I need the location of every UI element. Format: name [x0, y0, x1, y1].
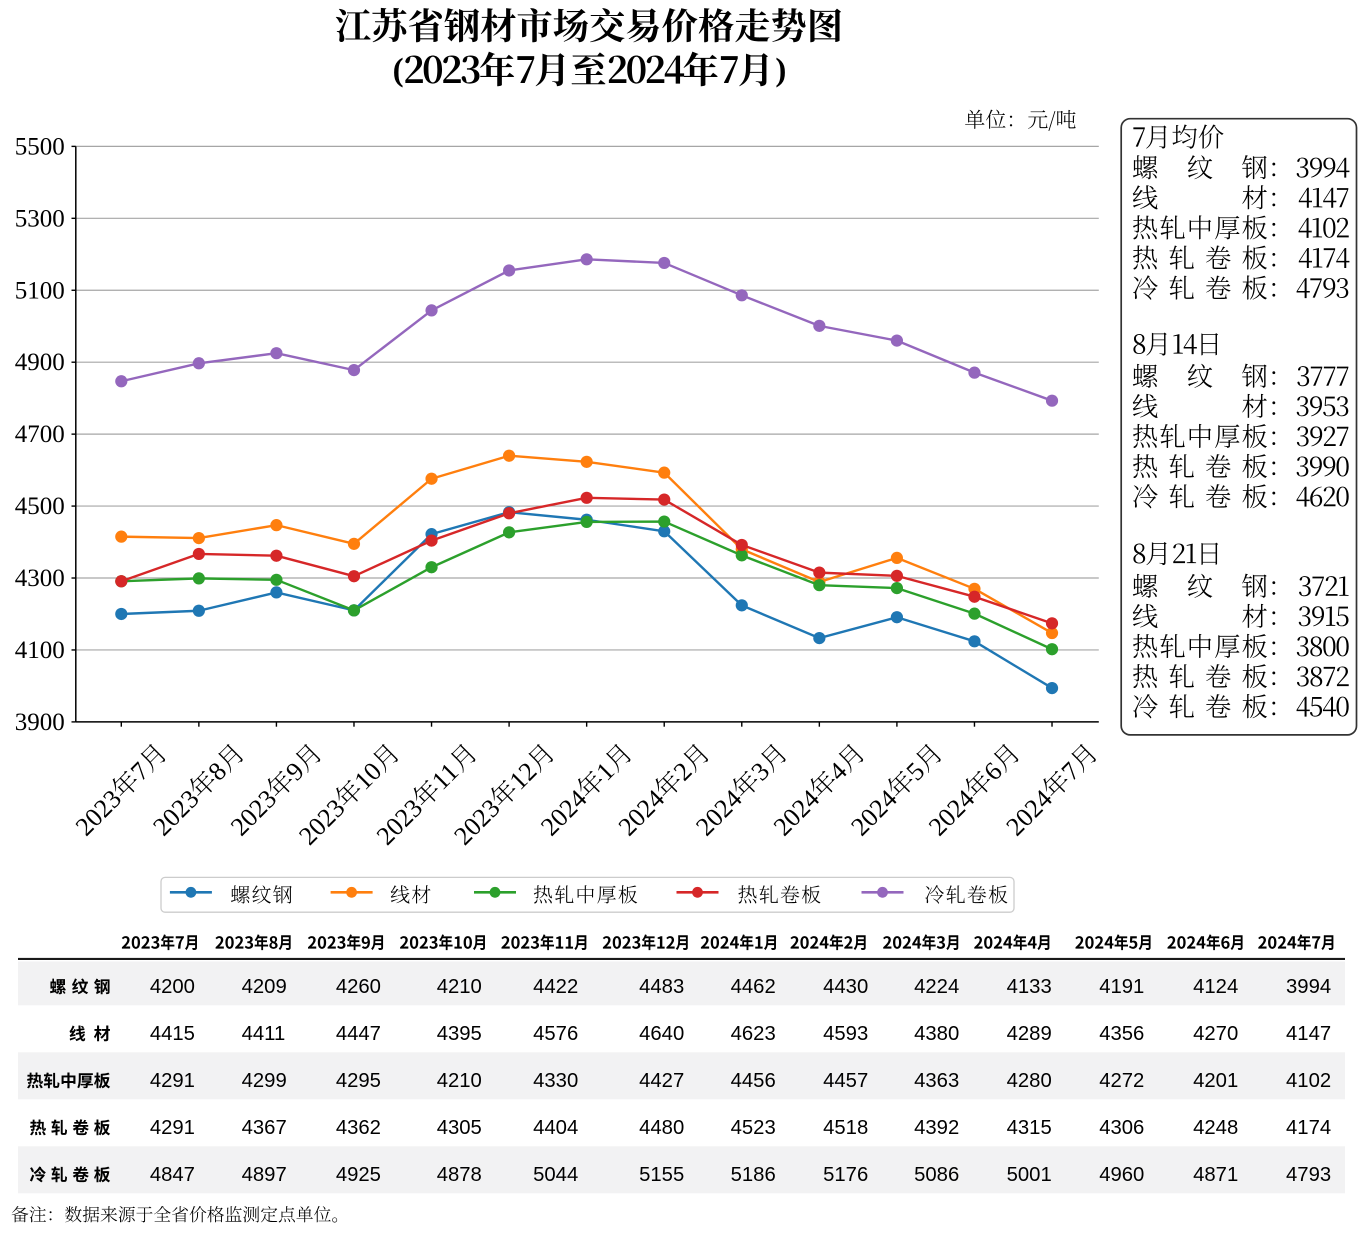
- svg-text:4147: 4147: [1286, 1023, 1331, 1045]
- svg-text:4623: 4623: [731, 1023, 776, 1045]
- svg-text:4272: 4272: [1099, 1070, 1144, 1092]
- svg-text:5186: 5186: [731, 1164, 776, 1186]
- svg-text:4427: 4427: [639, 1070, 684, 1092]
- svg-text:4640: 4640: [639, 1023, 684, 1045]
- svg-text:4793: 4793: [1286, 1164, 1331, 1186]
- svg-text:4415: 4415: [150, 1023, 195, 1045]
- svg-text:4362: 4362: [336, 1117, 381, 1139]
- svg-text:4133: 4133: [1007, 976, 1052, 998]
- svg-text:4315: 4315: [1007, 1117, 1052, 1139]
- svg-text:4191: 4191: [1099, 976, 1144, 998]
- svg-text:4330: 4330: [533, 1070, 578, 1092]
- svg-text:4300: 4300: [15, 565, 65, 592]
- svg-text:5086: 5086: [914, 1164, 959, 1186]
- svg-text:4224: 4224: [914, 976, 959, 998]
- svg-text:4289: 4289: [1007, 1023, 1052, 1045]
- svg-text:5176: 5176: [823, 1164, 868, 1186]
- svg-text:4457: 4457: [823, 1070, 868, 1092]
- svg-text:4356: 4356: [1099, 1023, 1144, 1045]
- svg-text:4210: 4210: [437, 1070, 482, 1092]
- svg-text:5044: 5044: [533, 1164, 578, 1186]
- svg-text:4593: 4593: [823, 1023, 868, 1045]
- svg-text:4700: 4700: [15, 421, 65, 448]
- svg-text:4174: 4174: [1286, 1117, 1331, 1139]
- svg-text:4523: 4523: [731, 1117, 776, 1139]
- svg-text:4960: 4960: [1099, 1164, 1144, 1186]
- svg-text:4363: 4363: [914, 1070, 959, 1092]
- svg-text:3994: 3994: [1286, 976, 1331, 998]
- svg-text:4483: 4483: [639, 976, 684, 998]
- svg-text:4201: 4201: [1193, 1070, 1238, 1092]
- svg-text:4847: 4847: [150, 1164, 195, 1186]
- svg-text:4306: 4306: [1099, 1117, 1144, 1139]
- svg-text:4200: 4200: [150, 976, 195, 998]
- svg-text:4456: 4456: [731, 1070, 776, 1092]
- svg-text:3900: 3900: [15, 709, 65, 736]
- svg-text:4210: 4210: [437, 976, 482, 998]
- svg-text:4404: 4404: [533, 1117, 578, 1139]
- svg-text:4480: 4480: [639, 1117, 684, 1139]
- svg-text:4100: 4100: [15, 637, 65, 664]
- svg-text:4367: 4367: [242, 1117, 287, 1139]
- svg-text:4897: 4897: [242, 1164, 287, 1186]
- svg-text:4462: 4462: [731, 976, 776, 998]
- svg-text:5155: 5155: [639, 1164, 684, 1186]
- svg-text:4248: 4248: [1193, 1117, 1238, 1139]
- svg-text:4295: 4295: [336, 1070, 381, 1092]
- svg-text:4411: 4411: [242, 1023, 286, 1045]
- svg-text:4280: 4280: [1007, 1070, 1052, 1092]
- svg-text:4422: 4422: [533, 976, 578, 998]
- svg-text:4102: 4102: [1286, 1070, 1331, 1092]
- svg-text:4209: 4209: [242, 976, 287, 998]
- svg-text:): ): [775, 53, 786, 89]
- svg-text:4900: 4900: [15, 349, 65, 376]
- svg-text:4430: 4430: [823, 976, 868, 998]
- svg-text:4270: 4270: [1193, 1023, 1238, 1045]
- svg-text:5001: 5001: [1007, 1164, 1052, 1186]
- svg-text:4878: 4878: [437, 1164, 482, 1186]
- svg-text:4299: 4299: [242, 1070, 287, 1092]
- svg-text:4500: 4500: [15, 493, 65, 520]
- svg-text:4291: 4291: [150, 1070, 195, 1092]
- svg-text:4447: 4447: [336, 1023, 381, 1045]
- svg-text:4291: 4291: [150, 1117, 195, 1139]
- svg-text:5500: 5500: [15, 133, 65, 160]
- svg-text:4518: 4518: [823, 1117, 868, 1139]
- svg-text:4925: 4925: [336, 1164, 381, 1186]
- svg-text:5300: 5300: [15, 205, 65, 232]
- svg-text:4395: 4395: [437, 1023, 482, 1045]
- svg-text:4871: 4871: [1193, 1164, 1238, 1186]
- svg-text:4260: 4260: [336, 976, 381, 998]
- svg-text:4305: 4305: [437, 1117, 482, 1139]
- svg-text:(: (: [393, 53, 404, 89]
- svg-text:4576: 4576: [533, 1023, 578, 1045]
- svg-text:4124: 4124: [1193, 976, 1238, 998]
- svg-text:5100: 5100: [15, 277, 65, 304]
- svg-text:4392: 4392: [914, 1117, 959, 1139]
- svg-text:4380: 4380: [914, 1023, 959, 1045]
